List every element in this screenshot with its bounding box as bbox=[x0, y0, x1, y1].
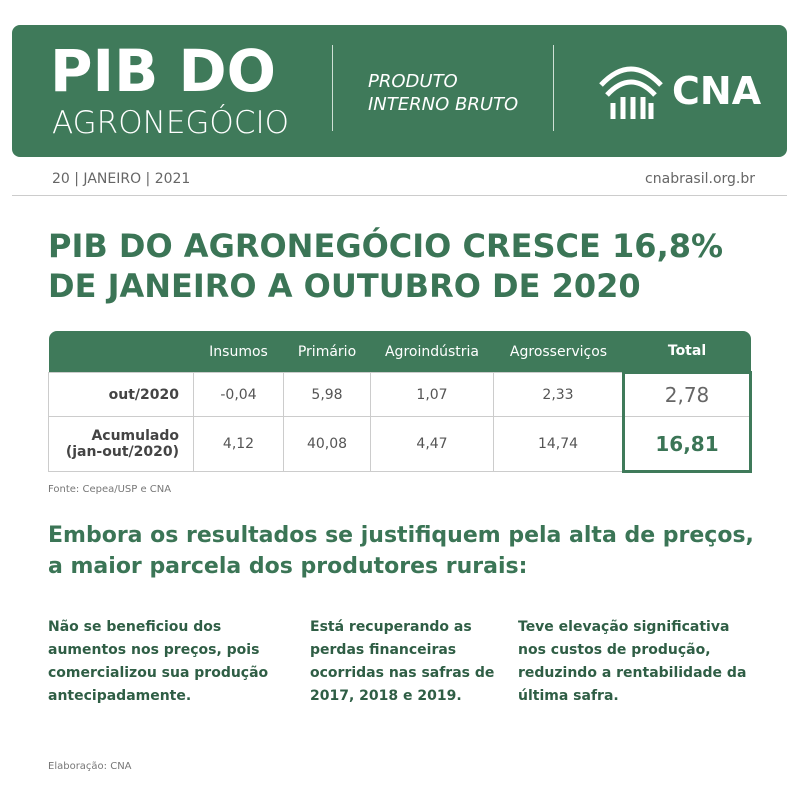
logo-text: CNA bbox=[672, 69, 762, 113]
table-body: out/2020 -0,04 5,98 1,07 2,33 2,78 Acumulado (j… bbox=[48, 371, 752, 473]
table-row: out/2020 -0,04 5,98 1,07 2,33 2,78 bbox=[48, 371, 752, 417]
subheadline-line: a maior parcela dos produtores rurais: bbox=[48, 554, 528, 579]
title: PIB DO bbox=[50, 37, 276, 105]
row-label-line: out/2020 bbox=[108, 386, 179, 403]
table-row: Acumulado (jan-out/2020) 4,12 40,08 4,47 14,7… bbox=[48, 416, 752, 473]
corner bbox=[48, 331, 194, 373]
rule bbox=[12, 195, 787, 196]
row-label-line: Acumulado bbox=[91, 428, 179, 444]
subtitle: AGRONEGÓCIO bbox=[52, 105, 290, 141]
table: Insumos Primário Agroindústria Agrosserv… bbox=[48, 331, 752, 473]
site: cnabrasil.org.br bbox=[645, 171, 755, 187]
subheadline-line: Embora os resultados se justifiquem pela… bbox=[48, 523, 754, 548]
table-wrap: Insumos Primário Agroindústria Agrosserv… bbox=[48, 331, 752, 473]
logo-icon bbox=[599, 66, 663, 119]
point: Não se beneficiou dos aumentos nos preços… bbox=[48, 616, 268, 708]
table-cell: 2,33 bbox=[493, 372, 624, 417]
point-line: aumentos nos preços, pois bbox=[48, 642, 260, 658]
table-cell: 4,47 bbox=[370, 416, 494, 472]
column-header: Insumos bbox=[193, 331, 284, 373]
row-label: Acumulado (jan-out/2020) bbox=[48, 416, 194, 472]
tagline: PRODUTO bbox=[368, 71, 458, 92]
divider bbox=[553, 45, 554, 131]
footer: Elaboração: CNA bbox=[48, 761, 132, 772]
headline: PIB DO AGRONEGÓCIO CRESCE 16,8% DE JANEI… bbox=[48, 226, 723, 306]
tagline: INTERNO BRUTO bbox=[368, 94, 519, 115]
table-cell: 4,12 bbox=[193, 416, 284, 472]
headline-line: DE JANEIRO A OUTUBRO DE 2020 bbox=[48, 267, 641, 305]
column-header: Agrosserviços bbox=[493, 331, 624, 373]
point-line: Não se beneficiou dos bbox=[48, 619, 222, 635]
table-cell: -0,04 bbox=[193, 372, 284, 417]
point: Teve elevação significativa nos custos de… bbox=[518, 616, 746, 708]
table-cell: 5,98 bbox=[283, 372, 371, 417]
column-header: Total bbox=[623, 331, 751, 373]
row-label: out/2020 bbox=[48, 372, 194, 417]
table-cell: 40,08 bbox=[283, 416, 371, 472]
table-cell: 14,74 bbox=[493, 416, 624, 472]
divider bbox=[332, 45, 333, 131]
column-header: Primário bbox=[283, 331, 371, 373]
point-line: ocorridas nas safras de bbox=[310, 665, 495, 681]
point-line: Teve elevação significativa bbox=[518, 619, 730, 635]
table-cell: 1,07 bbox=[370, 372, 494, 417]
header: PIB DO AGRONEGÓCIO PRODUTO INTERNO BRUTO… bbox=[12, 25, 787, 157]
point-line: 2017, 2018 e 2019. bbox=[310, 688, 462, 704]
subheadline: Embora os resultados se justifiquem pela… bbox=[48, 520, 754, 582]
source: Fonte: Cepea/USP e CNA bbox=[48, 484, 172, 495]
column-header: Agroindústria bbox=[370, 331, 494, 373]
dateline: 20 | JANEIRO | 2021 bbox=[52, 171, 191, 187]
point-line: reduzindo a rentabilidade da bbox=[518, 665, 747, 681]
header-row: Insumos Primário Agroindústria Agrosserv… bbox=[48, 331, 751, 373]
point-line: comercializou sua produção bbox=[48, 665, 269, 681]
point-line: última safra. bbox=[518, 688, 619, 704]
table-cell: 16,81 bbox=[622, 416, 752, 473]
point-line: perdas financeiras bbox=[310, 642, 457, 658]
point-line: Está recuperando as bbox=[310, 619, 472, 635]
table-cell: 2,78 bbox=[622, 371, 752, 417]
point: Está recuperando as perdas financeiras oco… bbox=[310, 616, 494, 708]
point-line: antecipadamente. bbox=[48, 688, 192, 704]
point-line: nos custos de produção, bbox=[518, 642, 711, 658]
headline-line: PIB DO AGRONEGÓCIO CRESCE 16,8% bbox=[48, 227, 724, 265]
row-label-line: (jan-out/2020) bbox=[65, 444, 179, 460]
